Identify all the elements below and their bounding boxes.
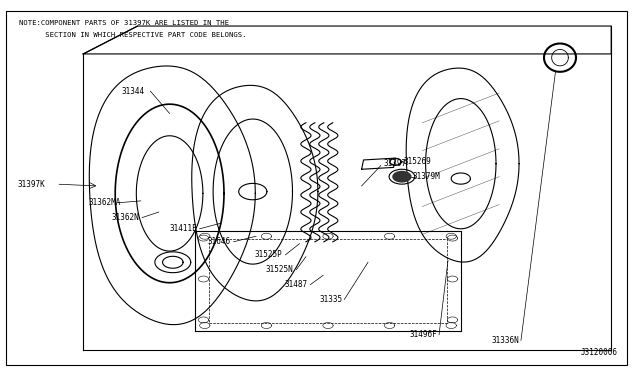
Text: 31525N: 31525N [266,265,293,274]
Text: 315269: 315269 [403,157,431,166]
Text: 31344: 31344 [122,87,145,96]
Text: 31362MA: 31362MA [88,198,121,207]
Text: 31397: 31397 [384,159,407,168]
Text: 31496F: 31496F [410,330,437,339]
Text: 31525P: 31525P [255,250,282,259]
Text: SECTION IN WHICH RESPECTIVE PART CODE BELONGS.: SECTION IN WHICH RESPECTIVE PART CODE BE… [19,32,246,38]
Text: 31336N: 31336N [492,336,519,345]
Circle shape [393,171,411,182]
Text: 31379M: 31379M [413,172,440,181]
Text: 31335: 31335 [320,295,343,304]
Text: 31362N: 31362N [112,213,140,222]
Text: 31646: 31646 [208,237,231,246]
Text: NOTE:COMPONENT PARTS OF 31397K ARE LISTED IN THE: NOTE:COMPONENT PARTS OF 31397K ARE LISTE… [19,20,229,26]
Text: 31411E: 31411E [170,224,197,233]
Text: 31397K: 31397K [18,180,45,189]
Text: 31487: 31487 [285,280,308,289]
Text: J3120006: J3120006 [580,348,618,357]
